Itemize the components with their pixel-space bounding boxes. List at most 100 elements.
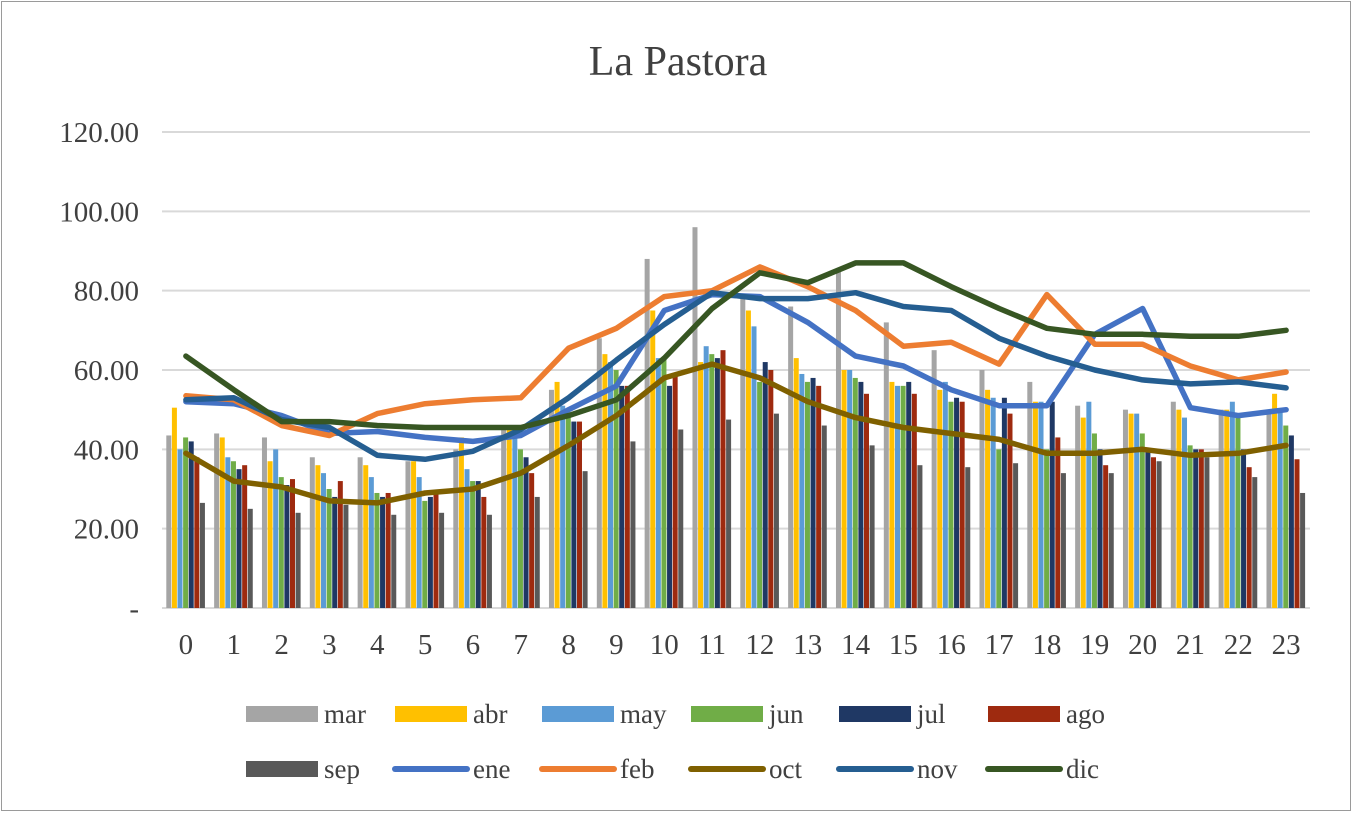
bar-sep-1	[247, 508, 253, 608]
bar-sep-21	[1204, 457, 1210, 608]
bar-jul-0	[188, 441, 194, 608]
bar-mar-18	[1027, 381, 1033, 608]
bar-sep-13	[821, 425, 827, 608]
bar-series-may	[177, 326, 1283, 608]
x-tick-label: 13	[793, 629, 822, 661]
line-dic	[183, 260, 1289, 431]
bar-mar-22	[1218, 409, 1224, 608]
x-tick-label: 7	[514, 629, 529, 661]
bar-jun-17	[996, 449, 1002, 608]
bar-jul-20	[1145, 449, 1151, 608]
legend-item-jun: jun	[691, 699, 804, 729]
bar-mar-10	[644, 258, 650, 608]
bar-mar-8	[548, 389, 554, 608]
bar-jul-23	[1288, 435, 1294, 608]
x-tick-label: 18	[1032, 629, 1061, 661]
x-tick-label: 9	[609, 629, 624, 661]
bar-mar-0	[166, 435, 172, 608]
legend-label: may	[620, 699, 667, 729]
bar-abr-4	[363, 465, 369, 608]
bar-ago-15	[911, 393, 917, 608]
bar-ago-13	[816, 385, 822, 608]
legend-swatch	[988, 706, 1060, 722]
legend-item-mar: mar	[246, 699, 366, 729]
chart-title: La Pastora	[589, 39, 768, 85]
bar-may-16	[942, 381, 948, 608]
bar-abr-16	[937, 389, 943, 608]
bar-mar-11	[692, 227, 698, 608]
legend-label: mar	[324, 699, 366, 729]
bar-sep-4	[391, 514, 397, 608]
bar-series-ago	[194, 350, 1300, 608]
bar-abr-12	[745, 310, 751, 608]
bar-jul-6	[475, 481, 481, 608]
bar-jun-7	[517, 449, 523, 608]
bar-sep-6	[486, 514, 492, 608]
y-axis-ticks: - 20.00 40.00 60.00 80.00 100.00 120.00	[59, 117, 139, 625]
bar-mar-14	[835, 270, 841, 608]
bar-jun-15	[900, 385, 906, 608]
bar-may-5	[416, 477, 422, 608]
bar-abr-9	[602, 354, 608, 608]
bar-jul-15	[906, 381, 912, 608]
legend-item-may: may	[542, 699, 667, 729]
bar-ago-1	[242, 465, 248, 608]
x-tick-label: 8	[561, 629, 576, 661]
bar-ago-0	[194, 457, 200, 608]
bar-series-jul	[188, 358, 1294, 608]
bar-jul-21	[1193, 449, 1199, 608]
bar-mar-13	[788, 306, 794, 608]
bar-sep-9	[630, 441, 636, 608]
bar-abr-7	[506, 429, 512, 608]
bar-ago-11	[720, 350, 726, 608]
bar-abr-3	[315, 465, 321, 608]
bar-jul-18	[1049, 401, 1055, 608]
bar-sep-15	[917, 465, 923, 608]
bar-may-1	[225, 457, 231, 608]
legend-item-oct: oct	[688, 754, 802, 784]
bar-mar-20	[1122, 409, 1128, 608]
bar-may-21	[1182, 417, 1188, 608]
x-tick-label: 21	[1176, 629, 1205, 661]
bar-jun-18	[1044, 449, 1050, 608]
bar-abr-21	[1176, 409, 1182, 608]
bar-mar-4	[357, 457, 363, 608]
bar-jun-12	[757, 381, 763, 608]
legend: mar abr may jun jul ago sep ene feb oct nov dic	[246, 699, 1105, 784]
legend-swatch	[395, 706, 467, 722]
bar-jun-2	[278, 477, 284, 608]
bar-ago-16	[959, 401, 965, 608]
bar-may-17	[990, 397, 996, 608]
legend-swatch	[246, 761, 318, 777]
bar-abr-8	[554, 381, 560, 608]
bar-mar-16	[931, 350, 937, 608]
bar-ago-20	[1150, 457, 1156, 608]
bar-may-12	[751, 326, 757, 608]
bar-mar-17	[979, 370, 985, 608]
bar-sep-14	[869, 445, 875, 608]
bar-jun-6	[470, 481, 476, 608]
y-tick-label: 120.00	[59, 117, 139, 149]
bar-jun-1	[230, 461, 236, 608]
bar-sep-2	[295, 512, 301, 608]
line-ene	[183, 291, 1289, 445]
legend-item-ago: ago	[988, 699, 1105, 729]
bar-may-11	[703, 346, 709, 608]
bar-jul-5	[427, 496, 433, 608]
bar-mar-5	[405, 461, 411, 608]
legend-swatch	[839, 706, 911, 722]
bar-jul-2	[284, 485, 290, 608]
bar-may-23	[1277, 409, 1283, 608]
bar-jun-9	[613, 370, 619, 608]
bar-may-9	[608, 362, 614, 608]
bar-jun-21	[1187, 445, 1193, 608]
bar-mar-3	[309, 457, 315, 608]
bar-jul-8	[571, 421, 577, 608]
bar-sep-12	[773, 413, 779, 608]
bar-jul-9	[619, 385, 625, 608]
bar-jul-1	[236, 469, 242, 608]
bar-may-20	[1134, 413, 1140, 608]
bar-sep-5	[439, 512, 445, 608]
line-oct	[183, 361, 1289, 506]
bar-jul-11	[714, 358, 720, 608]
